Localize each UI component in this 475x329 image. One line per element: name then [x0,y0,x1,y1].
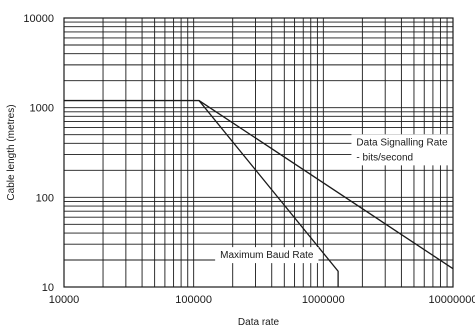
series-line-data-signalling-rate [64,99,454,270]
annotation-max-baud: Maximum Baud Rate [215,247,319,264]
y-tick-label: 100 [36,192,54,204]
annotation-text: Maximum Baud Rate [220,250,314,261]
y-tick-label: 10 [42,282,54,294]
annotation-background [215,247,319,264]
y-axis-label: Cable length (metres) [6,104,17,200]
annotations: Data Signalling Rate - bits/second Maximum… [215,134,453,264]
tick-labels: 10000 100000 1000000 10000000 10 100 1000 10000 [23,13,475,306]
annotation-data-signalling: Data Signalling Rate - bits/second [351,134,453,166]
y-tick-label: 1000 [30,103,54,115]
x-tick-label: 10000 [49,294,80,306]
series-lines [64,99,454,287]
annotation-text: - bits/second [356,152,413,163]
annotation-background [351,134,453,166]
x-tick-label: 100000 [175,294,212,306]
x-axis-label: Data rate [238,317,280,328]
y-tick-label: 10000 [23,13,54,25]
annotation-text: Data Signalling Rate [356,137,448,148]
series-line-maximum-baud-rate [198,100,339,287]
plot-frame [63,17,454,288]
x-tick-label: 1000000 [302,294,345,306]
x-tick-label: 10000000 [429,294,475,306]
